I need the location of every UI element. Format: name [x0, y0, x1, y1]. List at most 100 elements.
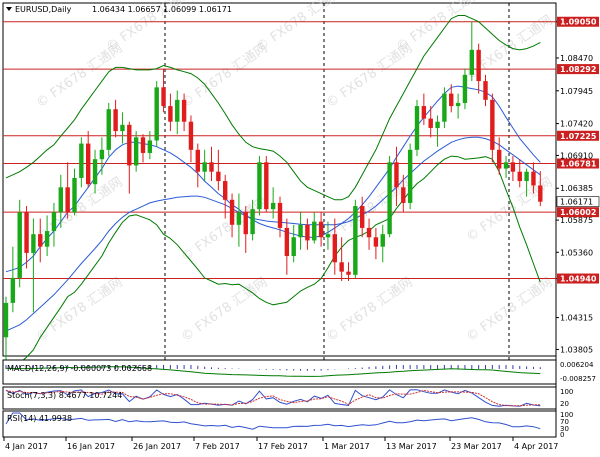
bear-candle	[339, 262, 344, 272]
date-label: 4 Jan 2017	[5, 442, 48, 451]
bear-candle	[394, 162, 399, 188]
stoch-panel	[2, 386, 557, 410]
bear-candle	[318, 221, 324, 238]
macd-scale-bottom: -0.008257	[560, 375, 596, 383]
bear-candle	[346, 271, 351, 275]
bear-candle	[188, 121, 194, 150]
bear-candle	[24, 212, 29, 253]
rsi-scale-30: 30	[560, 425, 569, 433]
bull-candle	[325, 234, 331, 238]
current-price-label: 1.06171	[560, 198, 593, 207]
price-tick-label: 1.04315	[560, 314, 593, 323]
price-tick-label: 1.03805	[560, 345, 593, 354]
bear-candle	[223, 181, 228, 200]
slow-ma-line	[5, 136, 541, 332]
candles	[3, 21, 543, 375]
bull-candle	[387, 162, 392, 235]
bear-candle	[229, 199, 235, 225]
bull-candle	[353, 206, 358, 275]
bull-candle	[414, 106, 420, 150]
bear-candle	[113, 109, 118, 132]
bear-candle	[243, 212, 248, 235]
bull-candle	[147, 140, 153, 153]
bull-candle	[72, 177, 77, 213]
bull-candle	[407, 149, 413, 203]
bull-candle	[469, 49, 474, 75]
level-label-box	[557, 130, 599, 141]
level-label-box	[557, 64, 599, 75]
stoch-scale-top: 100	[560, 388, 573, 396]
bull-candle	[257, 162, 262, 210]
bull-candle	[524, 171, 529, 182]
bear-candle	[421, 106, 427, 119]
bear-candle	[38, 234, 43, 247]
price-tick-label: 1.08470	[560, 54, 593, 63]
level-label-box	[557, 207, 599, 218]
date-label: 7 Feb 2017	[195, 442, 240, 451]
bear-candle	[428, 118, 433, 128]
bull-candle	[291, 237, 296, 257]
rsi-scale-70: 70	[560, 418, 569, 426]
bull-candle	[270, 202, 276, 210]
bull-candle	[462, 74, 468, 103]
price-tick-label: 1.05875	[560, 216, 593, 225]
bear-candle	[449, 93, 454, 107]
level-label: 1.07225	[560, 132, 597, 141]
bear-candle	[86, 143, 91, 185]
bull-candle	[58, 187, 63, 213]
bull-candle	[99, 149, 105, 160]
bear-candle	[127, 124, 132, 166]
bear-candle	[497, 149, 502, 169]
macd-label: MACD(12,26,9) -0.000073 0.002668	[7, 364, 152, 373]
level-label: 1.06002	[560, 208, 596, 217]
stoch-scale-bottom: 20	[560, 400, 569, 408]
date-label: 26 Jan 2017	[133, 442, 181, 451]
bear-candle	[531, 171, 536, 186]
macd-panel	[2, 359, 557, 385]
bear-candle	[366, 227, 372, 238]
level-label: 1.09050	[560, 18, 597, 27]
bear-candle	[510, 162, 516, 172]
moving-average	[5, 136, 541, 332]
bull-candle	[17, 212, 22, 278]
level-label-box	[557, 273, 599, 284]
date-label: 17 Feb 2017	[258, 442, 308, 451]
price-tick-label: 1.06385	[560, 184, 593, 193]
bull-candle	[380, 234, 385, 247]
level-labels: 1.09050 1.08292 1.07225 1.06781 1.06002 1.049…	[556, 16, 600, 284]
date-label: 13 Mar 2017	[386, 442, 437, 451]
bear-candle	[216, 171, 221, 182]
date-label: 23 Mar 2017	[451, 442, 502, 451]
level-label: 1.06781	[560, 160, 597, 169]
price-tick-label: 1.07945	[560, 87, 593, 96]
bull-candle	[250, 209, 255, 235]
macd-histogram	[5, 365, 541, 377]
bull-candle	[455, 102, 461, 107]
bear-candle	[181, 99, 187, 122]
rsi-panel	[2, 410, 557, 438]
bear-candle	[305, 224, 310, 241]
symbol-label: EURUSD,Daily	[15, 5, 72, 14]
stoch-label: Stoch(7,3,3) 8.4677 10.7244	[7, 391, 122, 400]
bollinger-upper-line	[5, 15, 541, 201]
collapse-triangle-icon[interactable]	[6, 7, 12, 11]
bull-candle	[175, 99, 180, 122]
level-label: 1.04940	[560, 275, 597, 284]
bollinger-lower-line	[5, 155, 541, 366]
bull-candle	[51, 212, 57, 232]
bear-candle	[332, 234, 337, 263]
ohlc-values: 1.06434 1.06657 1.06099 1.06171	[92, 5, 232, 14]
macd-scale-top: 0.006204	[560, 361, 594, 369]
bear-candle	[65, 187, 70, 213]
bull-candle	[10, 277, 16, 303]
bear-candle	[476, 49, 481, 82]
macd-signal-line	[5, 366, 541, 377]
rsi-scale-100: 100	[560, 411, 573, 419]
bull-candle	[202, 162, 207, 172]
level-label-box	[557, 158, 599, 169]
level-label: 1.08292	[560, 65, 596, 74]
bear-candle	[168, 106, 173, 122]
date-label: 1 Mar 2017	[324, 442, 370, 451]
bear-candle	[161, 87, 166, 107]
